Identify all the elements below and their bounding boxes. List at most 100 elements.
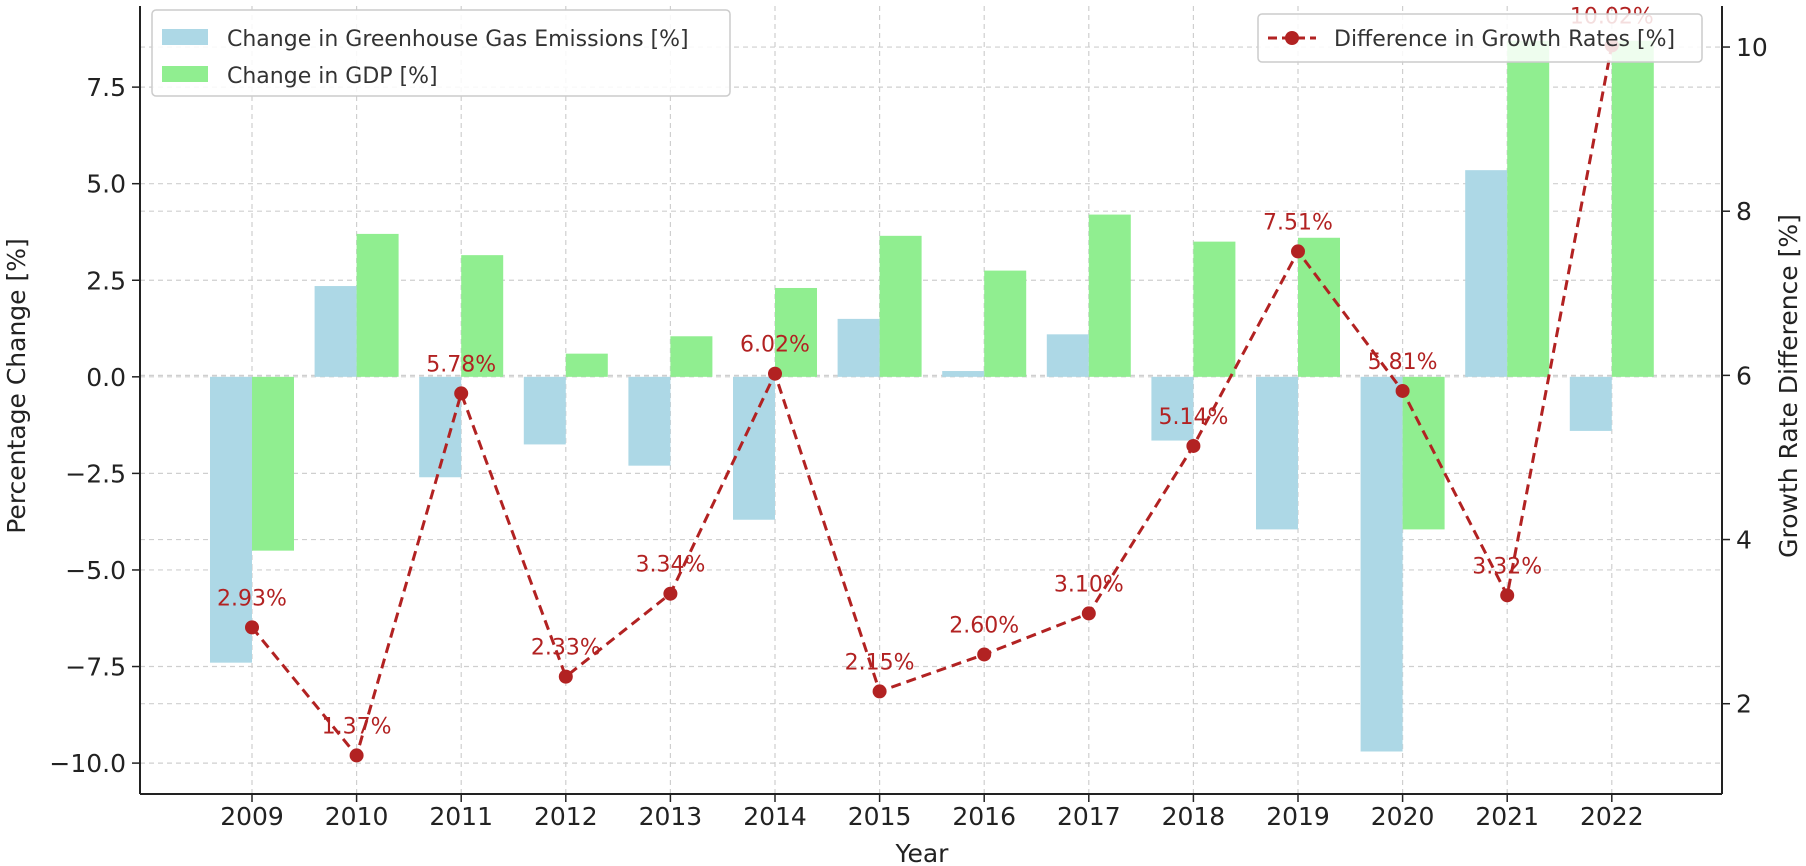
bar-gdp-2013 (670, 336, 713, 377)
bar-emissions-2017 (1046, 334, 1089, 377)
x-tick-label-2009: 2009 (220, 802, 284, 831)
point-difference-2011 (454, 386, 469, 401)
bar-gdp-2016 (984, 270, 1027, 377)
labels-layer: 2.93% 1.37% 5.78% 2.33% 3.34% 6.02% 2.15% 2.60%… (217, 4, 1654, 739)
point-difference-2009 (245, 620, 259, 635)
point-difference-2017 (1081, 606, 1096, 621)
legend-line: Difference in Growth Rates [%] (1257, 13, 1703, 63)
x-tick-label-2010: 2010 (325, 802, 389, 831)
bar-emissions-2019 (1256, 376, 1298, 530)
point-difference-2012 (558, 669, 573, 684)
point-difference-2021 (1500, 588, 1515, 603)
x-tick-label-2018: 2018 (1162, 802, 1226, 831)
bar-gdp-2022 (1611, 40, 1654, 377)
bar-emissions-2013 (628, 376, 671, 466)
bar-gdp-2020 (1402, 376, 1445, 530)
point-difference-2014 (768, 366, 782, 381)
y-tick-label-left-4: 0.0 (86, 363, 126, 392)
bar-emissions-2016 (942, 371, 985, 377)
grid-layer (140, 6, 1722, 794)
bars-layer (210, 40, 1654, 752)
bar-emissions-2015 (837, 318, 880, 377)
legend-line-marker (1285, 31, 1299, 45)
y-axis-title-left: Percentage Change [%] (2, 238, 31, 534)
legend-line-frame (1257, 13, 1703, 63)
data-label-difference-2017: 3.10% (1054, 572, 1124, 597)
bar-emissions-2022 (1569, 376, 1612, 431)
y-tick-label-right-0: 2 (1736, 690, 1752, 719)
line-layer (245, 38, 1619, 763)
data-label-difference-2018: 5.14% (1158, 405, 1228, 430)
x-tick-label-2022: 2022 (1580, 802, 1644, 831)
bar-gdp-2015 (879, 235, 922, 377)
x-tick-label-2021: 2021 (1475, 802, 1539, 831)
bar-emissions-2018 (1151, 376, 1194, 441)
axes-layer: −10.0 −7.5 −5.0 −2.5 0.0 2.5 5.0 7.5 2 4 6 8 10 2009 2… (49, 6, 1768, 831)
point-difference-2020 (1395, 383, 1410, 398)
bar-gdp-2018 (1193, 241, 1236, 377)
legend-label-gdp: Change in GDP [%] (227, 64, 438, 89)
bar-gdp-2012 (565, 353, 608, 377)
y-tick-label-left-0: −10.0 (49, 749, 126, 778)
x-tick-label-2013: 2013 (639, 802, 703, 831)
point-difference-2015 (872, 684, 887, 699)
bar-gdp-2010 (356, 233, 399, 377)
x-tick-label-2019: 2019 (1266, 802, 1330, 831)
y-tick-label-left-3: −2.5 (65, 459, 126, 488)
legend-bars-frame (151, 9, 731, 97)
x-tick-label-2016: 2016 (952, 802, 1016, 831)
bar-gdp-2009 (252, 376, 294, 551)
data-label-difference-2016: 2.60% (949, 613, 1019, 638)
data-label-difference-2015: 2.15% (845, 650, 915, 675)
y-tick-label-left-7: 7.5 (86, 73, 126, 102)
y-tick-label-right-2: 6 (1736, 361, 1752, 390)
bar-emissions-2020 (1360, 376, 1403, 752)
y-tick-label-left-5: 2.5 (86, 266, 126, 295)
legend-label-emissions: Change in Greenhouse Gas Emissions [%] (227, 27, 689, 52)
x-tick-label-2015: 2015 (848, 802, 912, 831)
x-tick-label-2017: 2017 (1057, 802, 1121, 831)
bar-gdp-2011 (461, 255, 504, 377)
y-tick-label-left-1: −7.5 (65, 653, 126, 682)
line-difference (250, 45, 1614, 759)
data-label-difference-2013: 3.34% (635, 553, 705, 578)
data-label-difference-2012: 2.33% (531, 636, 601, 661)
bar-gdp-2021 (1507, 40, 1550, 377)
y-tick-label-right-1: 4 (1736, 526, 1752, 555)
legend-swatch-gdp (162, 66, 208, 82)
bar-emissions-2010 (314, 286, 357, 377)
bar-emissions-2009 (210, 376, 252, 663)
bar-emissions-2012 (523, 376, 566, 445)
x-tick-label-2012: 2012 (534, 802, 598, 831)
data-label-difference-2009: 2.93% (217, 586, 287, 611)
y-tick-label-right-4: 10 (1736, 33, 1768, 62)
data-label-difference-2020: 5.81% (1368, 350, 1438, 375)
data-label-difference-2019: 7.51% (1263, 210, 1333, 235)
y-tick-label-right-3: 8 (1736, 197, 1752, 226)
point-difference-2010 (349, 748, 364, 763)
x-tick-label-2011: 2011 (429, 802, 493, 831)
bar-gdp-2014 (775, 287, 817, 377)
data-label-difference-2011: 5.78% (426, 352, 496, 377)
legend-bars: Change in Greenhouse Gas Emissions [%] C… (151, 9, 731, 97)
point-difference-2016 (977, 647, 992, 662)
y-tick-label-left-2: −5.0 (65, 556, 126, 585)
bar-emissions-2011 (419, 376, 462, 478)
data-label-difference-2010: 1.37% (322, 714, 392, 739)
x-tick-label-2014: 2014 (743, 802, 807, 831)
x-axis-title: Year (895, 839, 950, 866)
point-difference-2013 (663, 586, 678, 601)
x-tick-label-2020: 2020 (1371, 802, 1435, 831)
point-difference-2019 (1291, 244, 1305, 259)
legend-label-difference: Difference in Growth Rates [%] (1334, 27, 1675, 52)
bar-gdp-2019 (1298, 237, 1340, 377)
point-difference-2018 (1186, 438, 1201, 453)
bar-gdp-2017 (1088, 214, 1131, 377)
bar-emissions-2021 (1465, 170, 1508, 377)
y-axis-title-right: Growth Rate Difference [%] (1774, 214, 1803, 558)
data-label-difference-2014: 6.02% (740, 333, 810, 358)
y-tick-label-left-6: 5.0 (86, 170, 126, 199)
data-label-difference-2021: 3.32% (1472, 554, 1542, 579)
